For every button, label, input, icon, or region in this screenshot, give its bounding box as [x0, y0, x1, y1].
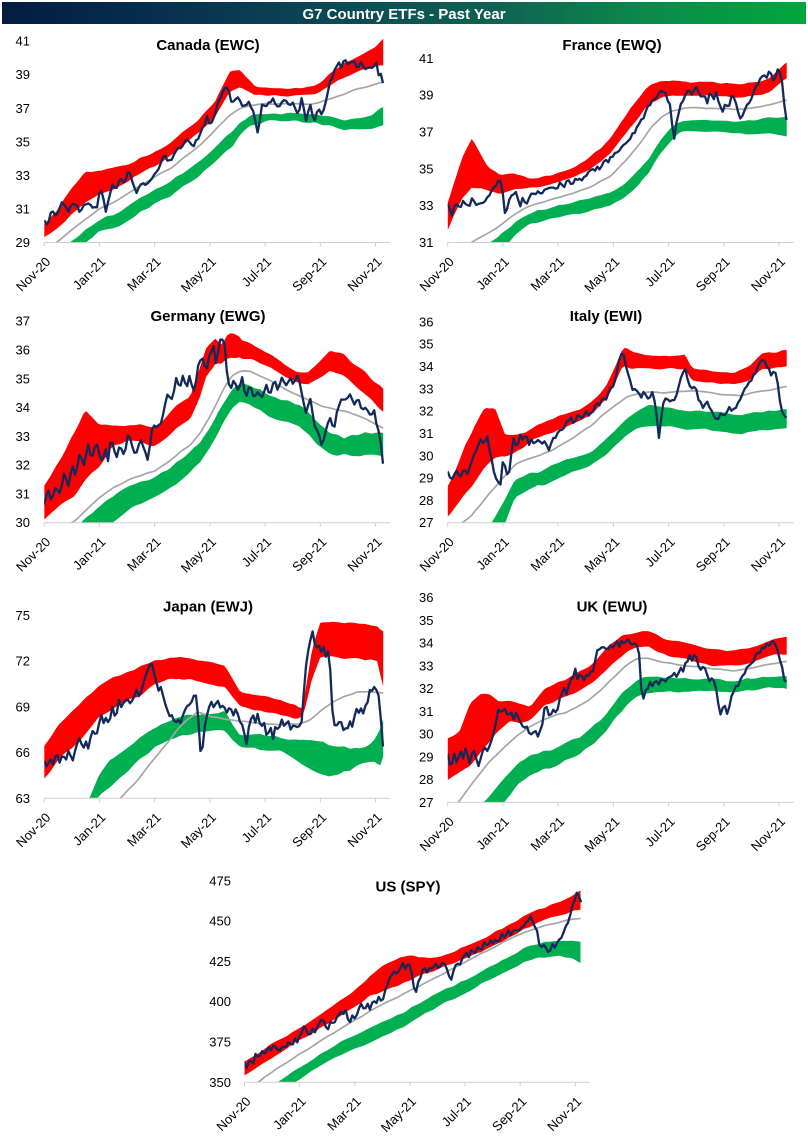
svg-text:32: 32 — [419, 681, 433, 696]
svg-text:29: 29 — [16, 235, 30, 250]
svg-text:31: 31 — [419, 704, 433, 719]
svg-text:30: 30 — [16, 515, 30, 530]
svg-text:36: 36 — [419, 590, 433, 605]
svg-text:31: 31 — [419, 426, 433, 441]
svg-text:30: 30 — [419, 727, 433, 742]
svg-text:450: 450 — [209, 914, 231, 929]
svg-text:US (SPY): US (SPY) — [375, 879, 440, 896]
svg-text:41: 41 — [419, 51, 433, 66]
svg-text:69: 69 — [16, 699, 30, 714]
svg-text:35: 35 — [419, 613, 433, 628]
svg-text:475: 475 — [209, 873, 231, 888]
svg-text:39: 39 — [419, 88, 433, 103]
svg-text:32: 32 — [419, 404, 433, 419]
svg-text:35: 35 — [419, 337, 433, 352]
svg-text:63: 63 — [16, 791, 30, 806]
svg-text:Italy (EWI): Italy (EWI) — [570, 308, 643, 325]
svg-text:33: 33 — [16, 429, 30, 444]
svg-text:33: 33 — [16, 168, 30, 183]
svg-text:36: 36 — [419, 314, 433, 329]
svg-text:33: 33 — [419, 381, 433, 396]
svg-text:29: 29 — [419, 749, 433, 764]
svg-text:37: 37 — [419, 125, 433, 140]
svg-text:34: 34 — [419, 359, 433, 374]
svg-text:Japan (EWJ): Japan (EWJ) — [163, 599, 253, 616]
svg-text:41: 41 — [16, 34, 30, 49]
svg-text:31: 31 — [16, 201, 30, 216]
svg-text:66: 66 — [16, 745, 30, 760]
svg-text:39: 39 — [16, 67, 30, 82]
svg-text:34: 34 — [419, 636, 433, 651]
svg-text:35: 35 — [16, 134, 30, 149]
svg-text:France (EWQ): France (EWQ) — [562, 37, 661, 54]
svg-text:37: 37 — [16, 314, 30, 329]
svg-text:33: 33 — [419, 198, 433, 213]
svg-text:75: 75 — [16, 608, 30, 623]
svg-text:400: 400 — [209, 994, 231, 1009]
svg-text:UK (EWU): UK (EWU) — [577, 599, 648, 616]
svg-text:34: 34 — [16, 400, 30, 415]
svg-text:375: 375 — [209, 1035, 231, 1050]
svg-text:35: 35 — [16, 371, 30, 386]
svg-text:33: 33 — [419, 659, 433, 674]
svg-text:Canada (EWC): Canada (EWC) — [156, 37, 259, 54]
svg-text:72: 72 — [16, 654, 30, 669]
svg-text:350: 350 — [209, 1075, 231, 1090]
svg-text:31: 31 — [419, 235, 433, 250]
svg-text:31: 31 — [16, 486, 30, 501]
svg-text:425: 425 — [209, 954, 231, 969]
svg-text:27: 27 — [419, 515, 433, 530]
svg-text:Germany (EWG): Germany (EWG) — [150, 308, 265, 325]
svg-text:27: 27 — [419, 795, 433, 810]
svg-text:G7 Country ETFs - Past Year: G7 Country ETFs - Past Year — [302, 6, 505, 23]
svg-text:29: 29 — [419, 471, 433, 486]
svg-text:30: 30 — [419, 448, 433, 463]
svg-text:36: 36 — [16, 343, 30, 358]
svg-text:35: 35 — [419, 161, 433, 176]
svg-text:32: 32 — [16, 458, 30, 473]
svg-text:28: 28 — [419, 772, 433, 787]
svg-text:28: 28 — [419, 493, 433, 508]
svg-text:37: 37 — [16, 101, 30, 116]
